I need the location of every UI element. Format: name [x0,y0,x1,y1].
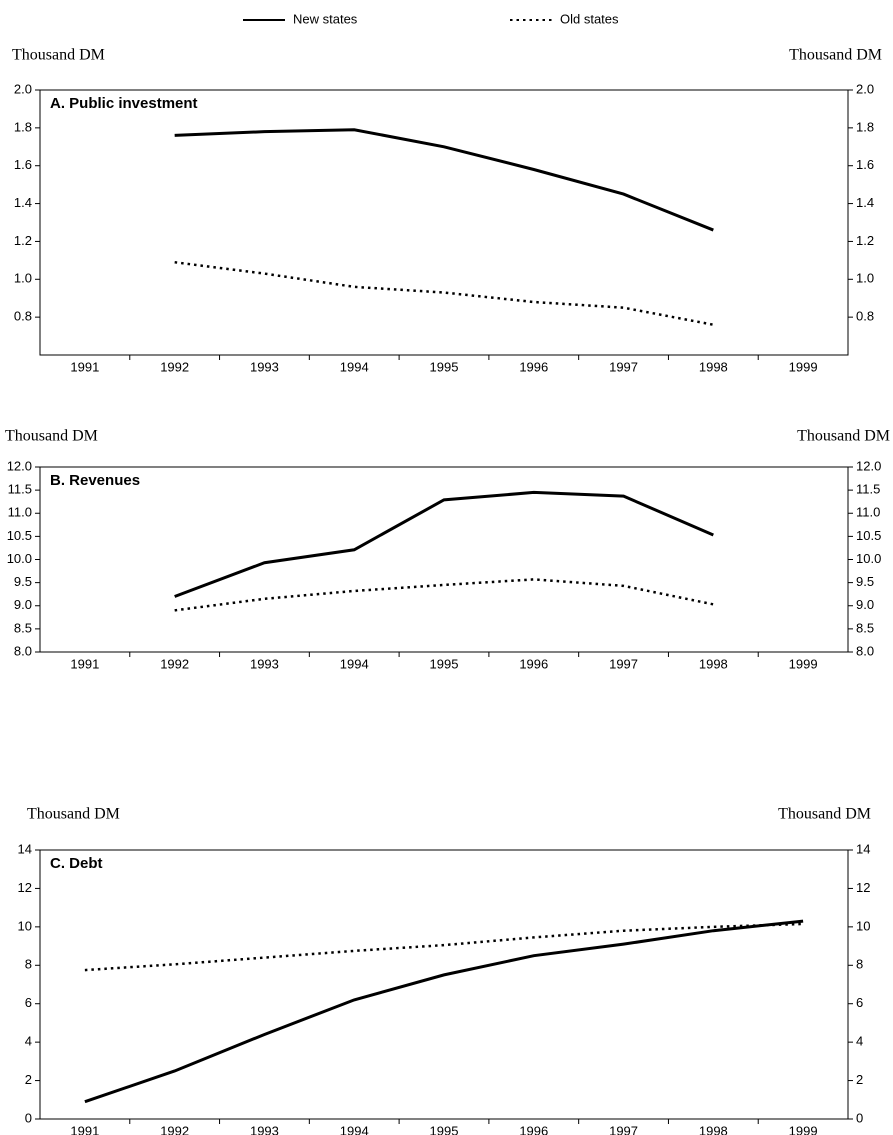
x-tick-label: 1993 [250,359,279,374]
y-tick-label: 2.0 [14,81,32,96]
y2-tick-label: 8.5 [856,620,874,635]
y2-tick-label: 8 [856,957,863,972]
x-tick-label: 1991 [70,359,99,374]
x-tick-label: 1999 [789,359,818,374]
y-axis-label: Thousand DM [12,47,105,64]
x-tick-label: 1996 [519,1123,548,1135]
series-line [174,261,714,326]
x-tick-label: 1997 [609,1123,638,1135]
y2-tick-label: 1.4 [856,195,874,210]
y2-tick-label: 9.0 [856,597,874,612]
series-line [174,128,714,232]
y2-tick-label: 1.6 [856,157,874,172]
panel-title: C. Debt [50,855,103,872]
x-tick-label: 1992 [160,656,189,671]
plot-frame [39,89,849,356]
panel-title: B. Revenues [50,472,140,489]
y2-tick-label: 0 [856,1110,863,1125]
y-tick-label: 6 [25,995,32,1010]
y2-tick-label: 12.0 [856,458,881,473]
x-tick-label: 1995 [430,656,459,671]
y-tick-label: 11.5 [8,482,32,497]
x-tick-label: 1998 [699,359,728,374]
y-tick-label: 4 [25,1034,32,1049]
y2-tick-label: 6 [856,995,863,1010]
x-tick-label: 1991 [70,1123,99,1135]
y2-tick-label: 8.0 [856,643,874,658]
x-tick-label: 1999 [789,656,818,671]
plot-frame [39,849,849,1120]
series-line [84,922,804,972]
y-tick-label: 8 [25,957,32,972]
y2-tick-label: 1.8 [856,119,874,134]
y-axis-label: Thousand DM [27,806,120,823]
y-tick-label: 8.0 [14,643,32,658]
y-tick-label: 0.8 [14,309,32,324]
y-tick-label: 1.4 [14,195,32,210]
y2-tick-label: 4 [856,1034,863,1049]
y2-tick-label: 10.0 [856,551,881,566]
x-tick-label: 1993 [250,1123,279,1135]
y-tick-label: 1.8 [14,119,32,134]
y-tick-label: 9.0 [14,597,32,612]
x-tick-label: 1994 [340,359,369,374]
x-tick-label: 1992 [160,359,189,374]
y-tick-label: 1.2 [14,233,32,248]
y2-tick-label: 2.0 [856,81,874,96]
x-tick-label: 1993 [250,656,279,671]
y2-tick-label: 9.5 [856,574,874,589]
x-tick-label: 1995 [430,1123,459,1135]
y-tick-label: 10 [18,918,32,933]
y-tick-label: 12.0 [7,458,32,473]
y2-tick-label: 10 [856,918,870,933]
legend-label: New states [293,11,358,26]
y2-tick-label: 14 [856,841,870,856]
y2-axis-label: Thousand DM [778,806,871,823]
y-tick-label: 1.6 [14,157,32,172]
x-tick-label: 1995 [430,359,459,374]
y2-tick-label: 11.0 [856,505,880,520]
legend-label: Old states [560,11,619,26]
panel-title: A. Public investment [50,95,198,112]
y-tick-label: 9.5 [14,574,32,589]
y-tick-label: 10.5 [7,528,32,543]
y-tick-label: 0 [25,1110,32,1125]
y2-tick-label: 2 [856,1072,863,1087]
x-tick-label: 1996 [519,359,548,374]
y2-axis-label: Thousand DM [789,47,882,64]
series-line [174,490,714,598]
x-tick-label: 1997 [609,359,638,374]
y-tick-label: 14 [18,841,32,856]
x-tick-label: 1991 [70,656,99,671]
y-tick-label: 8.5 [14,620,32,635]
x-tick-label: 1994 [340,656,369,671]
x-tick-label: 1998 [699,656,728,671]
y2-tick-label: 1.2 [856,233,874,248]
x-tick-label: 1999 [789,1123,818,1135]
x-tick-label: 1996 [519,656,548,671]
series-line [84,919,804,1104]
x-tick-label: 1998 [699,1123,728,1135]
y-tick-label: 11.0 [8,505,32,520]
y-tick-label: 1.0 [14,271,32,286]
x-tick-label: 1992 [160,1123,189,1135]
y2-axis-label: Thousand DM [797,428,890,445]
x-tick-label: 1997 [609,656,638,671]
x-tick-label: 1994 [340,1123,369,1135]
y-tick-label: 2 [25,1072,32,1087]
y-tick-label: 10.0 [7,551,32,566]
y2-tick-label: 11.5 [856,482,880,497]
plot-frame [39,466,849,653]
y2-tick-label: 10.5 [856,528,881,543]
y-tick-label: 12 [18,880,32,895]
y2-tick-label: 1.0 [856,271,874,286]
y2-tick-label: 12 [856,880,870,895]
series-line [174,578,714,612]
y-axis-label: Thousand DM [5,428,98,445]
y2-tick-label: 0.8 [856,309,874,324]
